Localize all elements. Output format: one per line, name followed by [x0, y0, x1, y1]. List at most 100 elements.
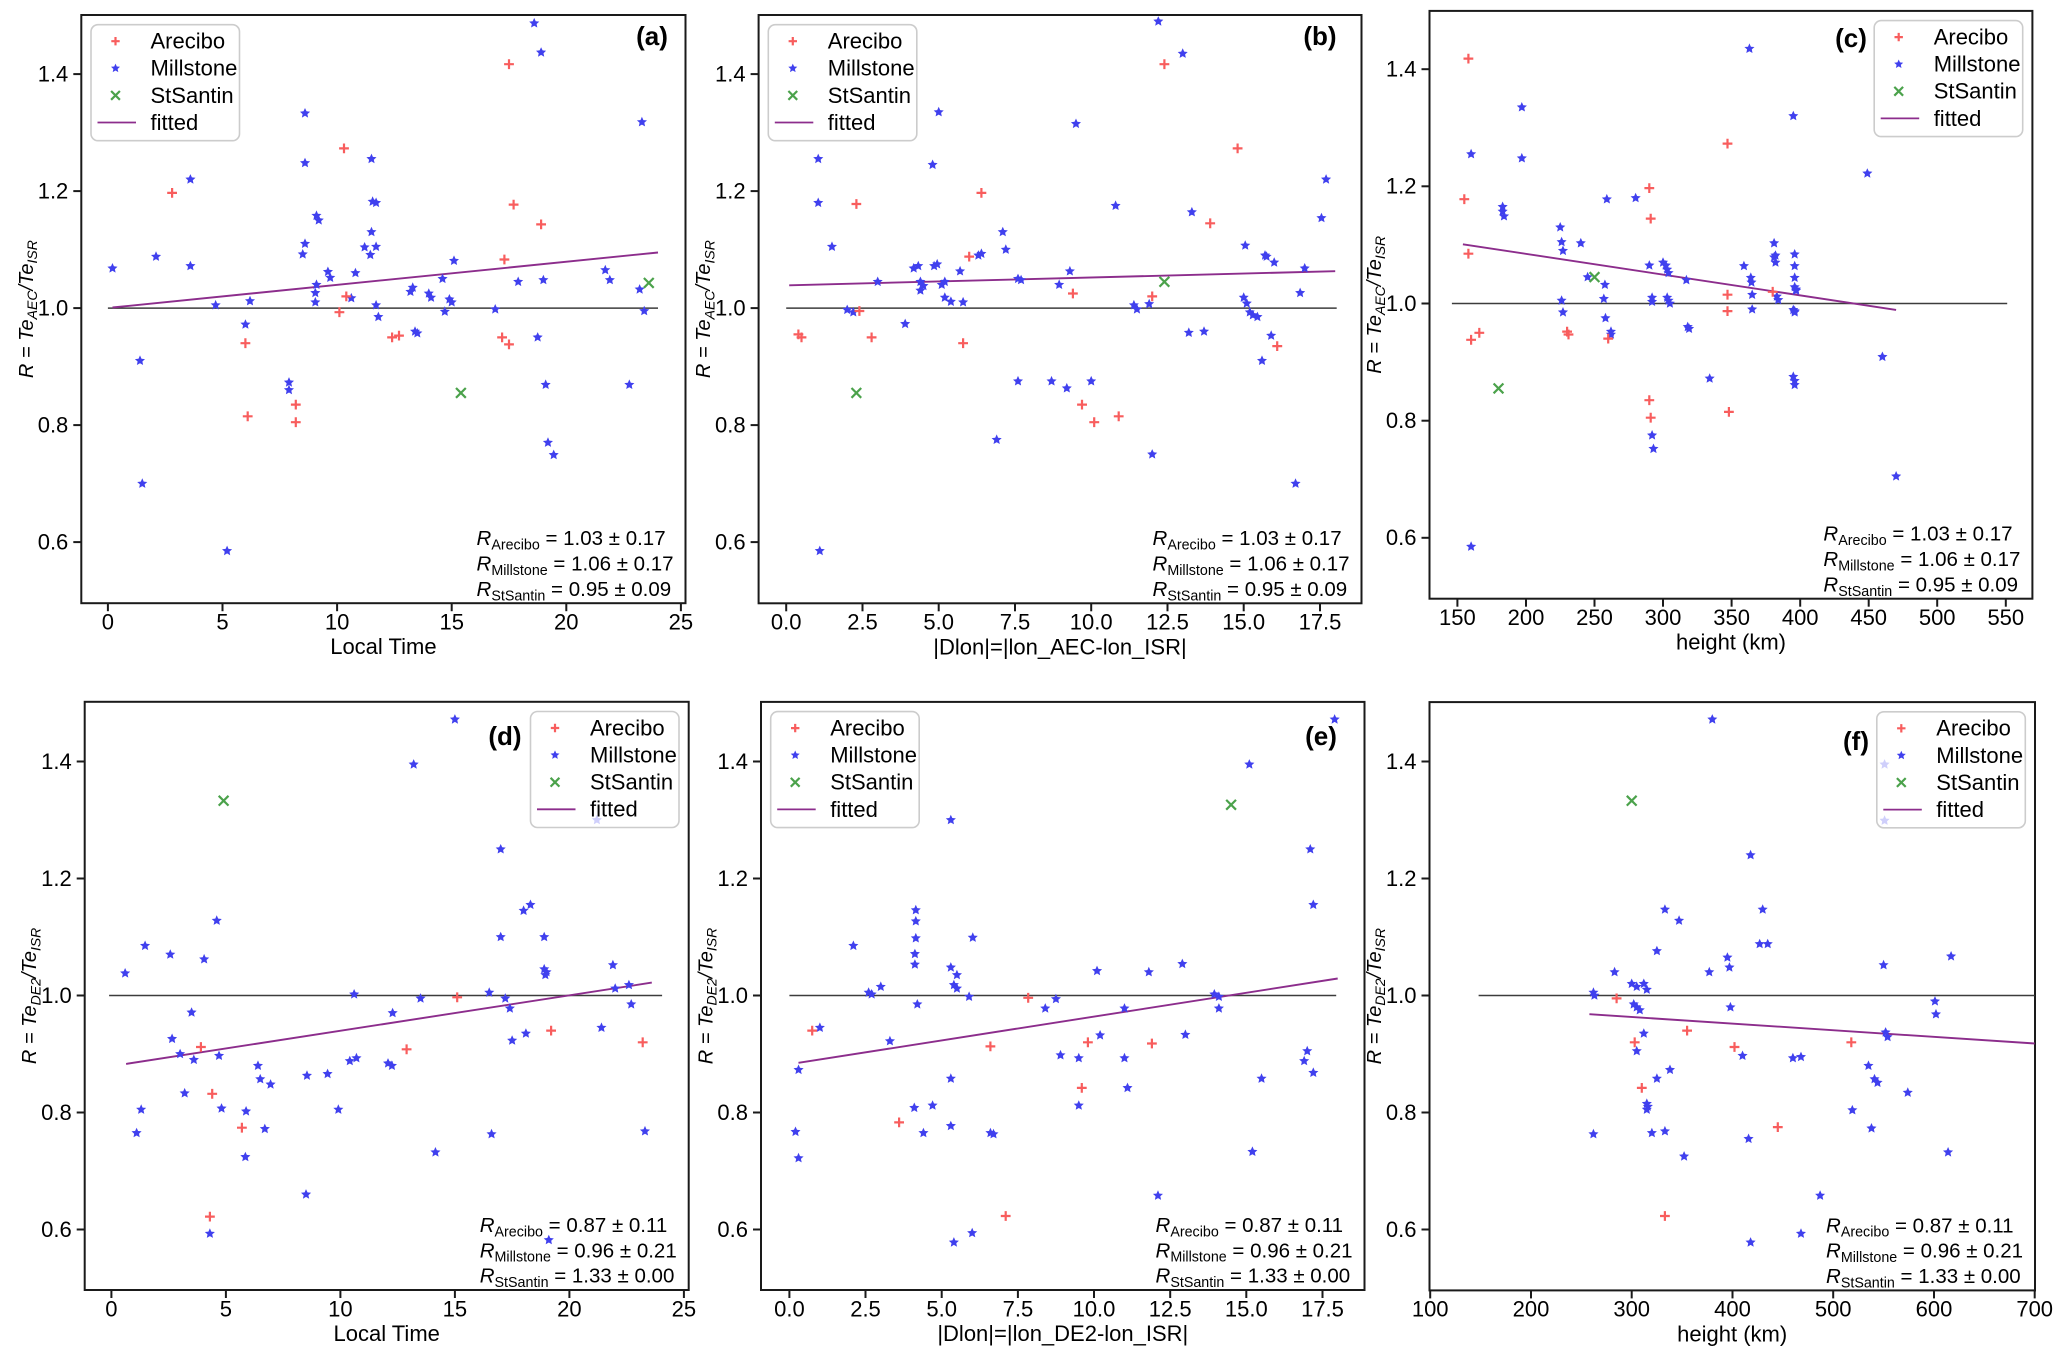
- svg-text:0.8: 0.8: [38, 413, 69, 438]
- svg-text:15.0: 15.0: [1225, 1296, 1268, 1321]
- svg-text:RStSantin = 1.33 ± 0.00: RStSantin = 1.33 ± 0.00: [480, 1265, 675, 1291]
- svg-text:RMillstone = 1.06 ± 0.17: RMillstone = 1.06 ± 0.17: [1823, 548, 2020, 574]
- svg-text:height (km): height (km): [1676, 630, 1786, 655]
- svg-text:15: 15: [443, 1296, 467, 1321]
- svg-text:200: 200: [1508, 605, 1545, 630]
- svg-text:Millstone: Millstone: [590, 743, 677, 768]
- svg-text:0.8: 0.8: [41, 1100, 72, 1125]
- svg-text:0.6: 0.6: [1386, 525, 1417, 550]
- svg-text:600: 600: [1916, 1297, 1953, 1322]
- svg-text:RArecibo = 1.03 ± 0.17: RArecibo = 1.03 ± 0.17: [1823, 523, 2012, 549]
- svg-text:250: 250: [1576, 605, 1613, 630]
- svg-text:1.0: 1.0: [715, 296, 746, 321]
- svg-text:RStSantin = 0.95 ± 0.09: RStSantin = 0.95 ± 0.09: [1153, 578, 1348, 604]
- svg-text:StSantin: StSantin: [590, 770, 673, 795]
- svg-text:300: 300: [1613, 1297, 1650, 1322]
- svg-text:0.6: 0.6: [38, 530, 69, 555]
- svg-text:Millstone: Millstone: [151, 56, 238, 81]
- svg-text:RStSantin = 1.33 ± 0.00: RStSantin = 1.33 ± 0.00: [1156, 1265, 1351, 1291]
- svg-text:20: 20: [557, 1296, 581, 1321]
- svg-text:Millstone: Millstone: [828, 56, 915, 81]
- svg-text:Local Time: Local Time: [330, 634, 436, 659]
- svg-text:0.8: 0.8: [717, 1100, 748, 1125]
- svg-text:RStSantin = 0.95 ± 0.09: RStSantin = 0.95 ± 0.09: [477, 578, 672, 604]
- svg-text:RStSantin = 1.33 ± 0.00: RStSantin = 1.33 ± 0.00: [1826, 1265, 2021, 1291]
- svg-text:RArecibo = 1.03 ± 0.17: RArecibo = 1.03 ± 0.17: [1153, 527, 1342, 553]
- svg-text:15: 15: [439, 610, 463, 635]
- svg-text:2.5: 2.5: [847, 610, 878, 635]
- svg-text:5.0: 5.0: [923, 610, 954, 635]
- svg-text:1.4: 1.4: [41, 749, 72, 774]
- svg-text:0.8: 0.8: [1386, 1100, 1417, 1125]
- svg-text:5: 5: [220, 1296, 232, 1321]
- svg-text:(c): (c): [1835, 23, 1867, 53]
- svg-text:500: 500: [1815, 1297, 1852, 1322]
- svg-text:RArecibo = 0.87 ± 0.11: RArecibo = 0.87 ± 0.11: [1826, 1214, 2014, 1240]
- svg-text:(a): (a): [636, 21, 668, 51]
- svg-text:7.5: 7.5: [1000, 610, 1031, 635]
- svg-text:Arecibo: Arecibo: [830, 716, 905, 741]
- svg-text:0.6: 0.6: [1386, 1217, 1417, 1242]
- svg-text:(e): (e): [1305, 721, 1337, 751]
- svg-text:0.0: 0.0: [774, 1296, 805, 1321]
- svg-text:RMillstone = 0.96 ± 0.21: RMillstone = 0.96 ± 0.21: [480, 1239, 677, 1265]
- svg-text:Arecibo: Arecibo: [1936, 716, 2011, 741]
- svg-text:RMillstone = 1.06 ± 0.17: RMillstone = 1.06 ± 0.17: [477, 553, 674, 579]
- svg-text:Millstone: Millstone: [1934, 52, 2021, 77]
- svg-text:350: 350: [1713, 605, 1750, 630]
- svg-text:7.5: 7.5: [1003, 1296, 1034, 1321]
- svg-text:0: 0: [105, 1296, 117, 1321]
- svg-text:1.4: 1.4: [717, 749, 748, 774]
- svg-text:10.0: 10.0: [1073, 1296, 1116, 1321]
- svg-text:1.0: 1.0: [41, 983, 72, 1008]
- svg-text:15.0: 15.0: [1222, 610, 1265, 635]
- svg-text:200: 200: [1513, 1297, 1550, 1322]
- svg-text:RArecibo = 0.87 ± 0.11: RArecibo = 0.87 ± 0.11: [1156, 1214, 1344, 1240]
- svg-text:1.4: 1.4: [1386, 57, 1417, 82]
- svg-text:550: 550: [1987, 605, 2024, 630]
- svg-text:StSantin: StSantin: [151, 83, 234, 108]
- svg-text:17.5: 17.5: [1299, 610, 1342, 635]
- svg-text:|Dlon|=|lon_DE2-lon_ISR|: |Dlon|=|lon_DE2-lon_ISR|: [937, 1321, 1188, 1346]
- svg-text:Local Time: Local Time: [334, 1321, 440, 1346]
- svg-text:1.4: 1.4: [715, 62, 746, 87]
- svg-text:400: 400: [1714, 1297, 1751, 1322]
- svg-text:fitted: fitted: [1936, 797, 1984, 822]
- svg-text:height (km): height (km): [1677, 1321, 1787, 1346]
- svg-text:(f): (f): [1843, 726, 1869, 756]
- svg-text:1.2: 1.2: [717, 866, 748, 891]
- svg-text:0.8: 0.8: [1386, 408, 1417, 433]
- svg-text:Arecibo: Arecibo: [828, 29, 903, 54]
- svg-text:450: 450: [1850, 605, 1887, 630]
- svg-text:1.2: 1.2: [1386, 866, 1417, 891]
- svg-text:Arecibo: Arecibo: [590, 715, 665, 740]
- svg-text:RArecibo = 0.87 ± 0.11: RArecibo = 0.87 ± 0.11: [480, 1214, 668, 1240]
- svg-text:0.6: 0.6: [715, 530, 746, 555]
- svg-text:fitted: fitted: [1934, 106, 1982, 131]
- svg-text:RMillstone = 0.96 ± 0.21: RMillstone = 0.96 ± 0.21: [1826, 1240, 2023, 1266]
- svg-text:RStSantin = 0.95 ± 0.09: RStSantin = 0.95 ± 0.09: [1823, 573, 2018, 599]
- svg-text:300: 300: [1645, 605, 1682, 630]
- svg-text:1.0: 1.0: [1386, 983, 1417, 1008]
- svg-text:500: 500: [1919, 605, 1956, 630]
- svg-text:25: 25: [672, 1296, 696, 1321]
- svg-text:Arecibo: Arecibo: [1934, 25, 2009, 50]
- svg-text:17.5: 17.5: [1301, 1296, 1344, 1321]
- svg-text:0.0: 0.0: [771, 610, 802, 635]
- svg-text:Millstone: Millstone: [1936, 743, 2023, 768]
- svg-text:0.6: 0.6: [41, 1217, 72, 1242]
- svg-text:1.4: 1.4: [1386, 749, 1417, 774]
- svg-text:100: 100: [1412, 1297, 1449, 1322]
- svg-text:1.0: 1.0: [1386, 291, 1417, 316]
- svg-text:400: 400: [1782, 605, 1819, 630]
- svg-text:10.0: 10.0: [1070, 610, 1113, 635]
- svg-text:10: 10: [325, 610, 349, 635]
- svg-text:10: 10: [328, 1296, 352, 1321]
- svg-text:fitted: fitted: [151, 110, 199, 135]
- svg-text:1.2: 1.2: [38, 179, 69, 204]
- svg-text:RArecibo = 1.03 ± 0.17: RArecibo = 1.03 ± 0.17: [477, 527, 666, 553]
- svg-text:1.4: 1.4: [38, 62, 69, 87]
- svg-text:StSantin: StSantin: [1936, 770, 2019, 795]
- svg-text:Millstone: Millstone: [830, 743, 917, 768]
- svg-text:0: 0: [102, 610, 114, 635]
